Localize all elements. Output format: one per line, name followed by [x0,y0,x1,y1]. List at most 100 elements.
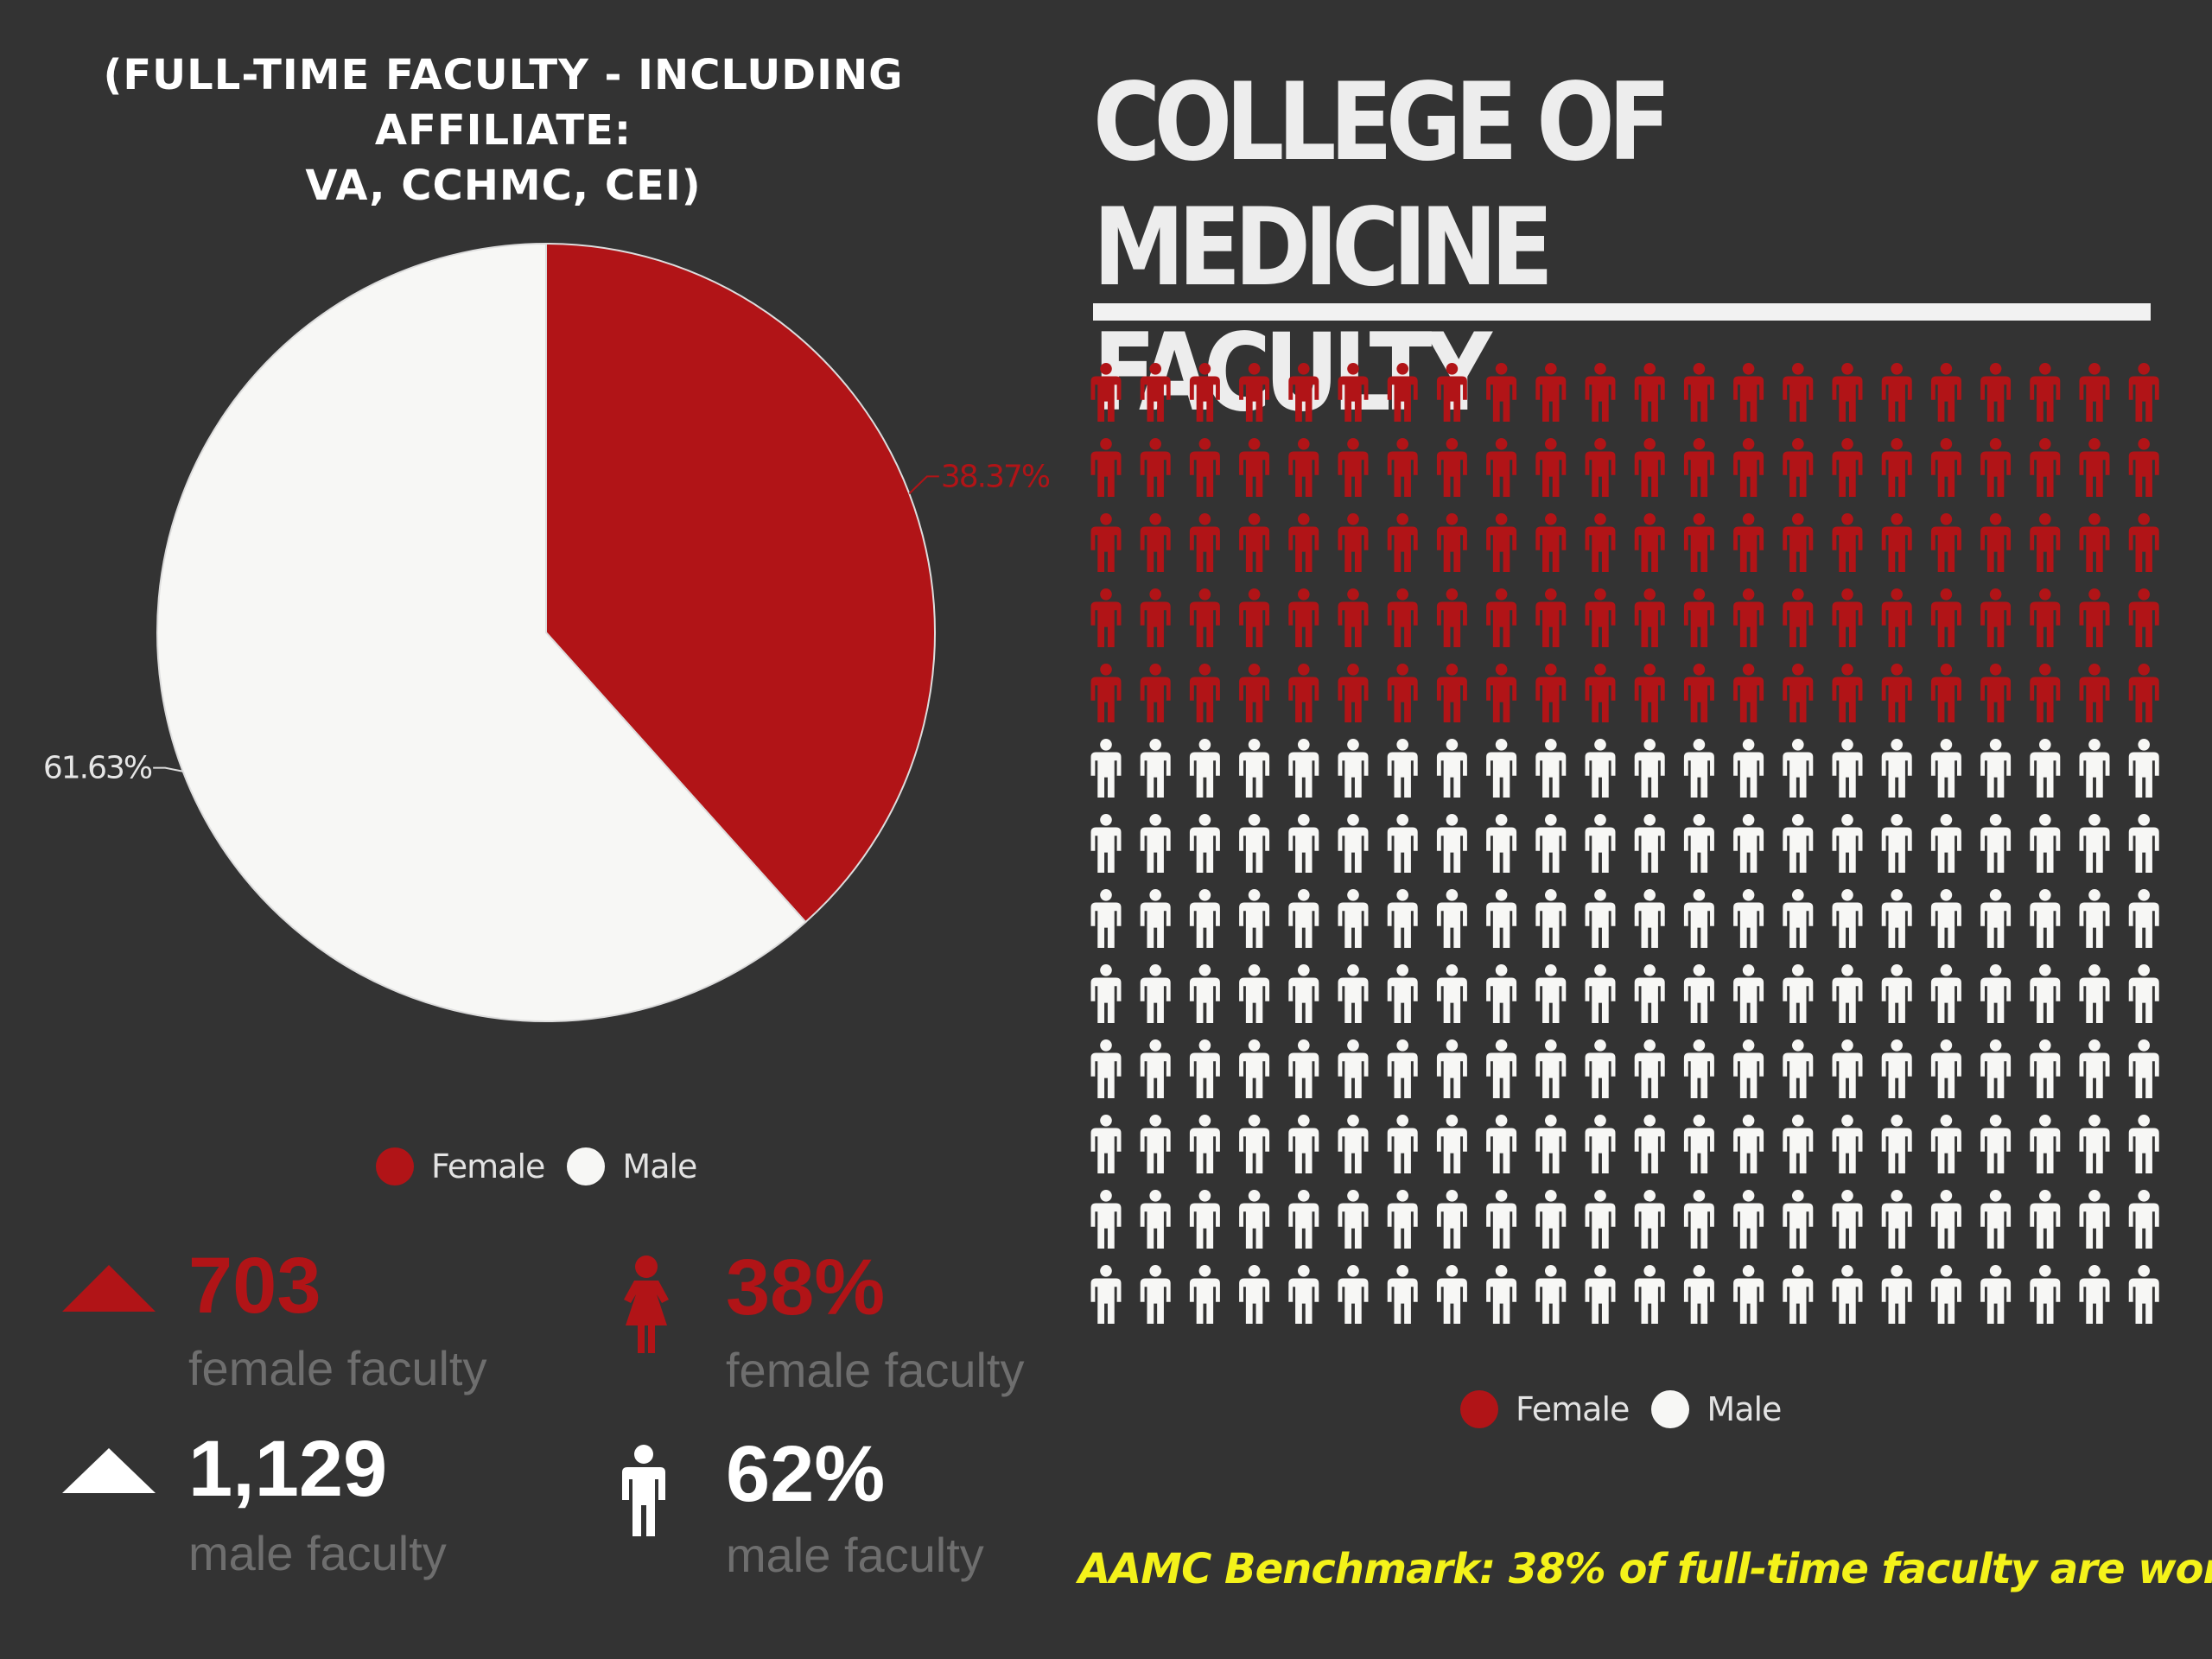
person-icon-male [2079,964,2110,1023]
person-icon-female [1338,588,1369,647]
title-underline [1093,303,2151,321]
person-icon-male [2030,964,2061,1023]
person-icon-female [1535,588,1567,647]
person-icon-male [2128,814,2159,873]
person-icon-female [1881,363,1912,422]
male-pct-value: 62% [726,1430,886,1518]
person-icon-male [1634,1039,1665,1098]
person-icon-male [2128,1115,2159,1173]
male-count-label: male faculty [188,1526,447,1580]
person-icon-male [1535,1115,1567,1173]
person-icon-male [1832,1265,1863,1324]
male-count-value: 1,129 [188,1425,388,1513]
person-icon-male [1140,739,1171,798]
person-icon-male [1683,1115,1714,1173]
person-icon-male [2079,1190,2110,1249]
person-icon-male [1881,1039,1912,1098]
person-icon-female [2128,438,2159,497]
person-icon-female [1387,363,1418,422]
legend-swatch-male [1651,1390,1690,1428]
person-icon-male [1140,1190,1171,1249]
person-icon-female [1288,363,1319,422]
person-icon-male [1239,1039,1270,1098]
person-icon-male [1486,1265,1517,1324]
person-icon-female [1930,513,1961,572]
person-icon-female [1683,664,1714,722]
person-icon-male [1930,739,1961,798]
person-icon-male [1881,739,1912,798]
pie-slices [156,242,936,1022]
person-icon-male [2030,1265,2061,1324]
person-icon-female [1486,588,1517,647]
person-icon-male [1189,739,1220,798]
person-icon-female [1634,588,1665,647]
person-icon-female [1338,438,1369,497]
pie-slice-male [156,242,807,1022]
person-icon-male [1486,1190,1517,1249]
person-icon-male [2030,814,2061,873]
person-icon-female [1486,438,1517,497]
person-icon-female [1930,664,1961,722]
female-pct-label: female faculty [726,1343,1025,1397]
chart-subtitle: (FULL-TIME FACULTY - INCLUDING AFFILIATE… [0,48,1007,213]
person-icon-male [1634,814,1665,873]
person-icon-female [1189,438,1220,497]
person-icon-male [1436,739,1467,798]
person-icon-female [1585,438,1616,497]
person-icon-male [1832,814,1863,873]
subtitle-line-1: (FULL-TIME FACULTY - INCLUDING AFFILIATE… [103,51,904,155]
person-icon-female [1634,363,1665,422]
person-icon-female [2128,363,2159,422]
pie-chart: 38.37% 61.63% [43,242,1052,1022]
person-icon-female [1189,664,1220,722]
person-icon-female [1140,438,1171,497]
person-icon-male [1930,814,1961,873]
person-icon-female [2079,438,2110,497]
person-icon-male [2079,1039,2110,1098]
person-icon-male [1090,1265,1122,1324]
person-icon-male [1733,1115,1764,1173]
person-icon-female [1090,363,1122,422]
person-icon-female [1980,664,2012,722]
person-icon-female [1090,438,1122,497]
person-icon-female [1535,513,1567,572]
person-icon-male [2030,1039,2061,1098]
person-icon-male [1783,1039,1814,1098]
person-icon-male [1634,889,1665,948]
person-icon-male [1832,889,1863,948]
person-icon-male [1387,1115,1418,1173]
legend-label-female: Female [1516,1390,1630,1428]
person-icon-male [1288,739,1319,798]
person-icon-female [1090,664,1122,722]
female-count-value: 703 [188,1242,321,1330]
person-icon-male [1140,1265,1171,1324]
person-icon-female [2079,363,2110,422]
person-icon-female [1288,513,1319,572]
person-icon-female [1683,588,1714,647]
person-icon-male [1338,1190,1369,1249]
person-icon-male [2128,964,2159,1023]
person-icon-male [1683,964,1714,1023]
person-icon-female [1980,588,2012,647]
person-icon-male [1930,964,1961,1023]
person-icon-female [1832,438,1863,497]
person-icon-male [1189,1039,1220,1098]
person-icon-male [2030,739,2061,798]
person-icon-female [1486,664,1517,722]
person-icon-female [1090,588,1122,647]
person-icon-male [1239,1265,1270,1324]
person-icon-female [2079,664,2110,722]
person-icon-male [1535,1039,1567,1098]
person-icon-female [1881,588,1912,647]
person-icon-male [1535,814,1567,873]
person-icon-male [1486,739,1517,798]
pie-leader-male [153,766,183,772]
person-icon-female [1634,664,1665,722]
title-line-1: COLLEGE OF MEDICINE [1093,60,1671,310]
person-icon-female [1783,664,1814,722]
person-icon-male [1585,814,1616,873]
person-icon-male [1783,1190,1814,1249]
person-icon-female [1189,513,1220,572]
person-icon-male [1783,814,1814,873]
person-icon-male [1140,889,1171,948]
